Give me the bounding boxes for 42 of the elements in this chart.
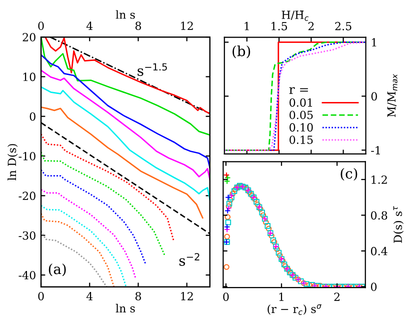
y-tick-label: 20 xyxy=(22,33,36,42)
x-tick-label: 2 xyxy=(308,22,314,30)
legend-label: 0.15 xyxy=(290,136,313,144)
y-tick-label: -20 xyxy=(18,192,36,200)
x-tick-label: 8 xyxy=(135,292,142,300)
x-axis-title: H/H̄$_{c}$ xyxy=(282,10,309,21)
x-tick-label: 4 xyxy=(86,292,93,300)
annotation: s$^{−1.5}$ xyxy=(138,63,167,76)
annotation: (b) xyxy=(232,46,250,58)
x-tick-label: 1 xyxy=(279,292,284,301)
x-axis-title: (r − r$_{c}$) s$^{σ}$ xyxy=(268,304,322,315)
y-tick-label: 1.2 xyxy=(372,175,387,184)
y-tick-label: 0.4 xyxy=(370,246,388,256)
y-tick-label: -40 xyxy=(18,270,36,280)
x-tick-label: 1 xyxy=(244,22,249,30)
x-tick-label: 0 xyxy=(223,292,229,302)
annotation: (c) xyxy=(340,168,358,181)
legend-label: 0.05 xyxy=(290,110,313,120)
y-tick-label: -30 xyxy=(18,231,36,240)
legend-label: 0.01 xyxy=(290,98,312,107)
y-tick-label: 0.8 xyxy=(370,211,388,220)
y-tick-label: 1 xyxy=(372,38,376,46)
y-tick-label: 10 xyxy=(23,72,36,82)
x-axis-title: ln s xyxy=(116,304,135,313)
y-axis-title: M/M$_{max}$ xyxy=(387,74,398,118)
x-tick-label: 1.5 xyxy=(272,22,288,30)
x-tick-label: 2 xyxy=(334,292,340,301)
y-axis-title: ln D(s) xyxy=(8,144,18,180)
legend-title: r = xyxy=(289,87,308,94)
y-tick-label: 0 xyxy=(370,282,377,292)
y-tick-label: -10 xyxy=(18,152,36,160)
y-axis-title: D(s) s$^{τ}$ xyxy=(393,206,404,243)
x-tick-label: 0 xyxy=(38,292,44,300)
y-tick-label: -1 xyxy=(371,146,380,154)
x-tick-label: 2.5 xyxy=(335,22,352,30)
y-tick-label: 0 xyxy=(30,112,36,121)
x-tick-label: 12 xyxy=(181,292,193,300)
annotation: s$^{−2}$ xyxy=(179,253,200,266)
annotation: (a) xyxy=(48,263,66,276)
y-tick-label: 0 xyxy=(371,92,377,101)
legend-label: 0.10 xyxy=(290,123,313,132)
x2-axis-title: ln s xyxy=(116,10,135,19)
